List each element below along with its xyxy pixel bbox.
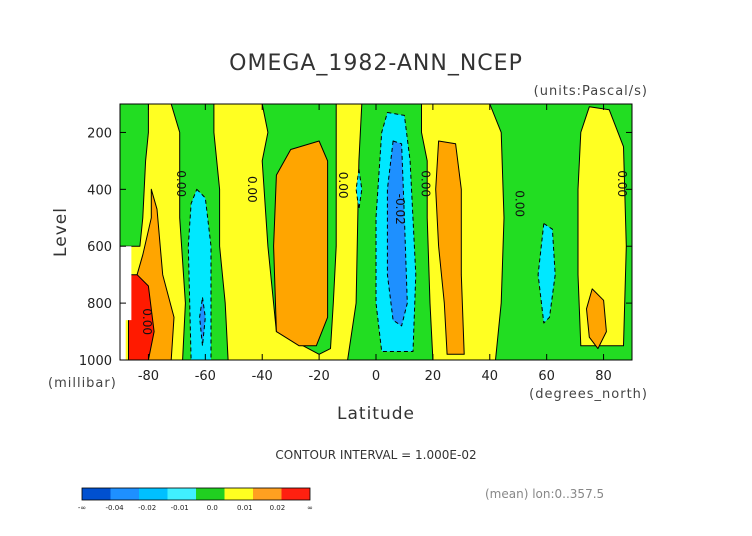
y-tick-label: 600: [87, 240, 112, 255]
x-tick-label: 60: [538, 369, 555, 384]
legend-tick-label: ∞: [307, 504, 313, 512]
legend-swatch: [82, 488, 111, 500]
y-tick-label: 200: [87, 126, 112, 141]
legend-swatch: [167, 488, 196, 500]
x-tick-label: -40: [252, 369, 273, 384]
x-tick-label: 40: [482, 369, 499, 384]
legend-tick-label: -0.04: [106, 504, 125, 512]
mean-text: (mean) lon:0..357.5: [485, 487, 604, 501]
x-axis-label: Latitude: [337, 404, 415, 424]
contour-region-14: [586, 288, 607, 350]
contour-labels: 0.00 0.00 0.00 0.00 -0.02 0.00 0.00 0.00: [140, 170, 629, 335]
contour-region-7: [355, 168, 363, 210]
legend-frame: [81, 487, 311, 501]
chart-title: OMEGA_1982-ANN_NCEP: [229, 51, 523, 76]
contour-label-6: 0.00: [615, 170, 629, 197]
legend-swatch: [253, 488, 282, 500]
y-tick-label: 1000: [79, 354, 112, 369]
color-legend: -∞ -0.04 -0.02 -0.01 0.0 0.01 0.02 ∞: [78, 487, 313, 512]
x-tick-label: -60: [195, 369, 216, 384]
y-tick-label: 800: [87, 297, 112, 312]
x-axis-ticks: -80 -60 -40 -20 0 20 40 60 80: [138, 104, 612, 384]
y-axis-ticks: 200 400 600 800 1000: [79, 126, 632, 369]
legend-swatch: [139, 488, 168, 500]
legend-tick-label: -0.01: [171, 504, 189, 512]
legend-tick-label: 0.02: [270, 504, 286, 512]
x-tick-label: 0: [372, 369, 380, 384]
contour-label-3: 0.00: [419, 170, 433, 197]
contour-interval-text: CONTOUR INTERVAL = 1.000E-02: [275, 448, 476, 462]
contour-label-2: 0.00: [336, 172, 350, 199]
legend-tick-label: -0.02: [138, 504, 156, 512]
contour-label-4: -0.02: [393, 194, 407, 225]
legend-swatch: [224, 488, 253, 500]
y-axis-label: Level: [51, 207, 71, 257]
x-axis-units: (degrees_north): [529, 387, 648, 402]
x-tick-label: -20: [308, 369, 329, 384]
contour-label-5: 0.00: [512, 190, 526, 217]
legend-swatch: [110, 488, 139, 500]
contour-label-7: 0.00: [140, 308, 154, 335]
y-axis-units: (millibar): [48, 376, 117, 391]
x-tick-label: -80: [138, 369, 159, 384]
legend-swatch: [281, 488, 310, 500]
y-tick-label: 400: [87, 183, 112, 198]
legend-tick-label: 0.0: [207, 504, 218, 512]
contour-region-6: [273, 140, 329, 347]
units-label: (units:Pascal/s): [534, 84, 648, 99]
contour-region-9: [386, 140, 408, 327]
legend-tick-label: 0.01: [237, 504, 253, 512]
x-tick-label: 20: [425, 369, 442, 384]
contour-label-1: 0.00: [245, 176, 259, 203]
contour-region-3: [187, 188, 212, 361]
contour-region-11: [435, 140, 465, 355]
x-tick-label: 80: [595, 369, 612, 384]
legend-tick-label: -∞: [78, 504, 86, 512]
contour-region-4: [199, 296, 206, 347]
contour-region-12: [537, 223, 556, 324]
legend-swatch: [196, 488, 225, 500]
contour-label-0: 0.00: [174, 170, 188, 197]
contour-regions: [119, 103, 627, 361]
contour-region-13: [577, 106, 627, 347]
